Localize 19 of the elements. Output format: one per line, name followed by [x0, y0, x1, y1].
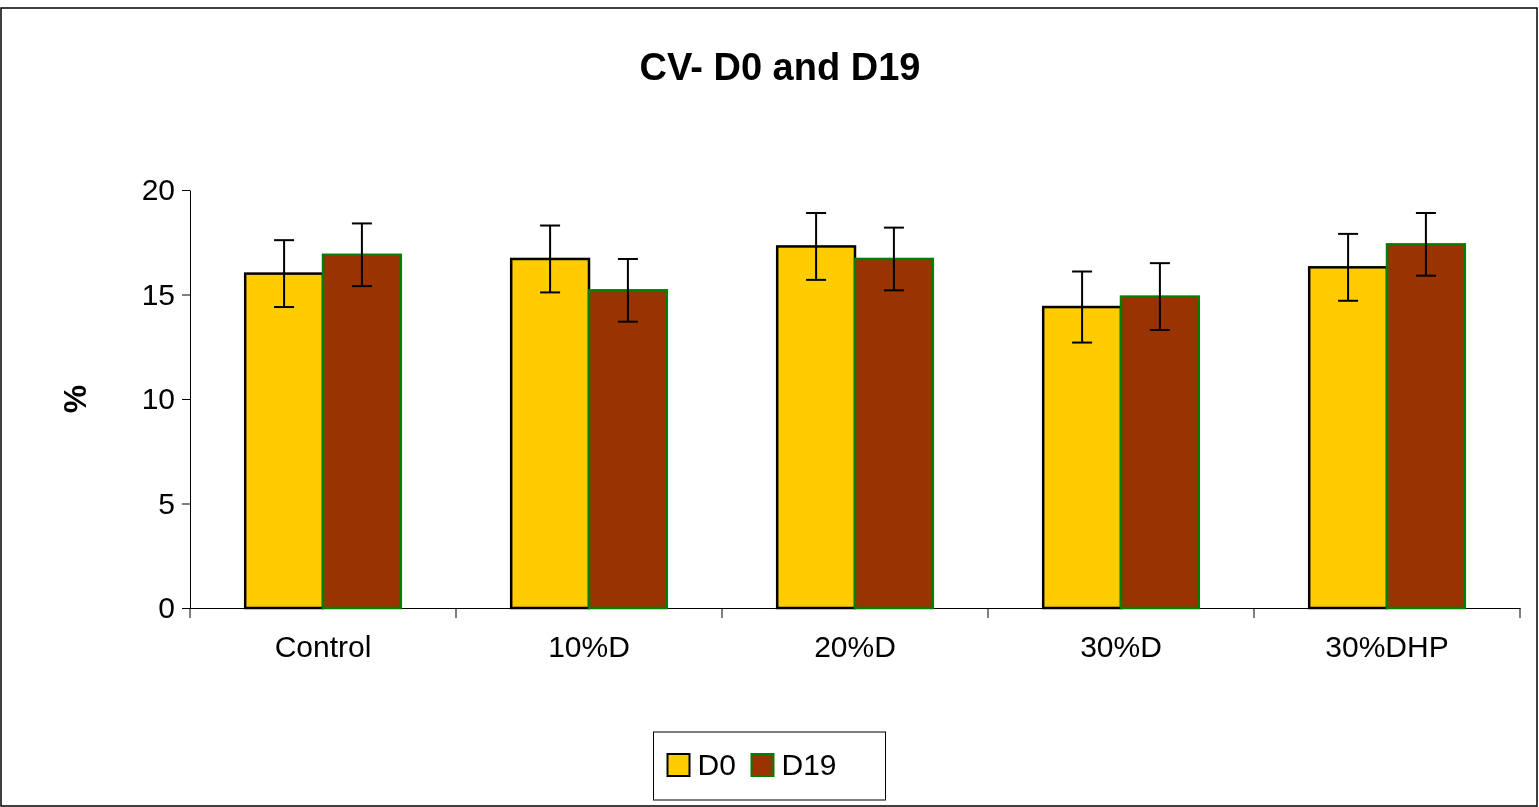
x-tick-label: 20%D	[814, 630, 896, 663]
bar	[587, 289, 669, 610]
y-tick-label: 20	[141, 173, 175, 207]
y-tick-label: 15	[141, 277, 175, 311]
y-tick-label: 0	[158, 591, 175, 625]
x-tick-label: Control	[274, 630, 372, 663]
x-tick-label: 30%D	[1080, 630, 1162, 663]
x-tick-label: 30%DHP	[1325, 630, 1449, 663]
bar	[853, 257, 935, 610]
y-tick-label: 10	[141, 382, 175, 416]
bar	[1119, 295, 1201, 610]
y-axis-title: %	[57, 384, 93, 414]
bar	[1385, 243, 1467, 610]
chart-title: CV- D0 and D19	[639, 46, 921, 88]
legend-label: D19	[781, 748, 837, 781]
x-tick-label: 10%D	[548, 630, 630, 663]
legend-label: D0	[697, 748, 736, 781]
y-tick-label: 5	[158, 486, 175, 520]
bar	[321, 253, 403, 610]
